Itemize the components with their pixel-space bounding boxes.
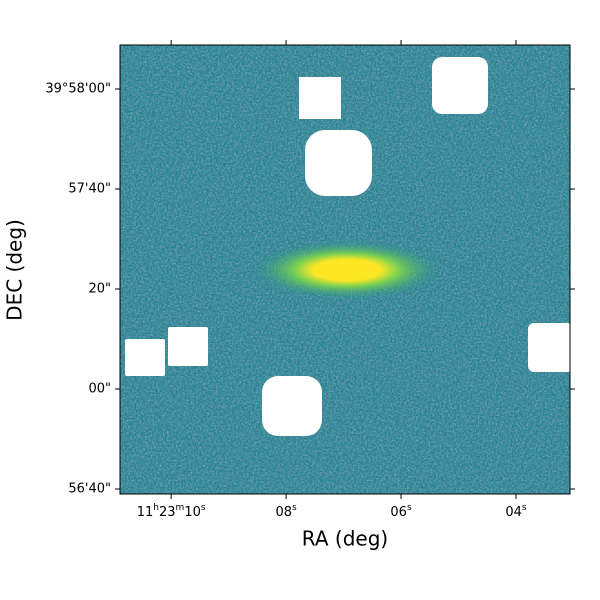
masks — [125, 57, 570, 436]
y-tick-label: 39°58'00" — [45, 82, 111, 97]
x-tick-label: 04s — [505, 503, 527, 520]
y-tick-label: 00" — [88, 382, 111, 397]
plot-frame — [119, 44, 571, 495]
y-tick-label: 56'40" — [68, 482, 111, 497]
x-tick-label: 08s — [275, 503, 297, 520]
x-axis-label: RA (deg) — [302, 527, 388, 551]
x-tick-label: 11h23m10s — [137, 503, 206, 520]
y-tick-label: 57'40" — [68, 182, 111, 197]
galaxy — [252, 240, 442, 300]
x-tick-label: 06s — [390, 503, 412, 520]
image — [120, 45, 570, 494]
y-tick-label: 20" — [88, 282, 111, 297]
y-axis-label: DEC (deg) — [3, 219, 27, 321]
